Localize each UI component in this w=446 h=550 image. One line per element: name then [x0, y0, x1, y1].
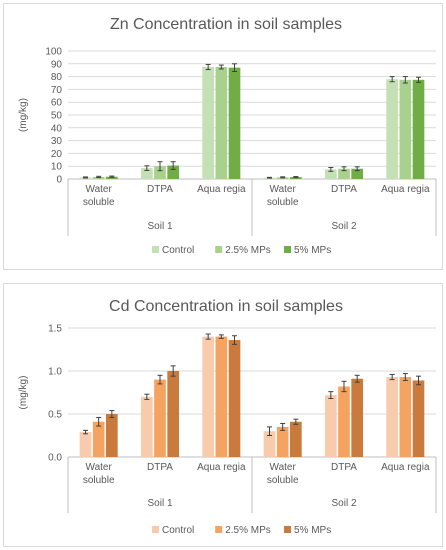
y-tick-label: 40	[51, 123, 63, 134]
legend-swatch	[152, 246, 159, 253]
y-tick-label: 1.0	[48, 367, 62, 378]
legend-label: 5% MPs	[294, 245, 331, 256]
bar	[412, 380, 425, 457]
bar	[412, 79, 425, 179]
legend-swatch	[215, 526, 223, 533]
x-category-label: soluble	[267, 197, 299, 208]
legend-swatch	[284, 526, 291, 533]
bar	[228, 67, 241, 179]
chart-title: Cd Concentration in soil samples	[109, 298, 343, 315]
x-category-label: Water	[86, 184, 113, 195]
y-tick-label: 0	[56, 175, 62, 186]
bar	[324, 395, 337, 457]
y-tick-label: 100	[45, 47, 62, 58]
y-tick-label: 90	[51, 59, 63, 70]
bar	[106, 176, 118, 179]
y-axis-title: (mg/kg)	[18, 376, 29, 410]
y-tick-label: 1.5	[48, 324, 62, 335]
bar	[79, 432, 92, 457]
y-tick-label: 50	[51, 111, 63, 122]
x-category-label: Aqua regia	[381, 184, 430, 195]
zn-chart-panel: Zn Concentration in soil samples 0 10 20 30 4…	[3, 3, 443, 270]
bar	[351, 378, 364, 457]
bar	[399, 377, 412, 457]
x-category-label: Aqua regia	[197, 184, 246, 195]
bar	[154, 379, 166, 457]
group-label: Soil 2	[331, 221, 356, 232]
legend-swatch	[215, 246, 223, 253]
x-category-label: DTPA	[147, 462, 173, 473]
bar	[92, 421, 105, 457]
legend-swatch	[284, 246, 291, 253]
bar	[386, 377, 398, 457]
x-category-label: DTPA	[331, 462, 357, 473]
x-category-label: soluble	[267, 475, 299, 486]
legend-label: 5% MPs	[294, 525, 331, 536]
x-category-label: Aqua regia	[197, 462, 246, 473]
x-category-label: Water	[270, 462, 297, 473]
group-label: Soil 1	[147, 498, 172, 509]
zn-chart: Zn Concentration in soil samples 0 10 20 30 4…	[18, 16, 437, 256]
bar	[290, 421, 302, 457]
x-category-label: Water	[86, 462, 113, 473]
legend-label: 2.5% MPs	[225, 525, 271, 536]
y-tick-label: 0.0	[48, 453, 62, 464]
bar	[167, 371, 180, 457]
bar	[106, 414, 118, 457]
x-category-label: Water	[270, 184, 297, 195]
x-category-label: Aqua regia	[381, 462, 430, 473]
y-axis-title: (mg/kg)	[18, 98, 29, 132]
y-tick-label: 60	[51, 98, 63, 109]
y-tick-label: 80	[51, 72, 63, 83]
bar	[215, 67, 228, 179]
x-category-label: DTPA	[147, 184, 173, 195]
x-category-label: soluble	[83, 197, 115, 208]
chart-title: Zn Concentration in soil samples	[110, 16, 342, 33]
bar	[351, 168, 364, 179]
bar	[228, 340, 241, 457]
bar	[167, 165, 180, 179]
bar	[324, 169, 337, 179]
bar	[154, 166, 166, 179]
bar	[215, 336, 228, 457]
bar	[386, 79, 398, 179]
cd-chart-panel: Cd Concentration in soil samples 0.0 0.5 1.…	[3, 283, 443, 547]
x-category-label: soluble	[83, 475, 115, 486]
bar	[338, 386, 350, 457]
y-tick-label: 20	[51, 149, 63, 160]
y-tick-label: 0.5	[48, 410, 62, 421]
bar	[399, 79, 412, 179]
y-tick-label: 70	[51, 85, 63, 96]
bar	[338, 168, 350, 179]
legend-label: Control	[162, 245, 194, 256]
bar	[202, 67, 214, 179]
cd-chart: Cd Concentration in soil samples 0.0 0.5 1.…	[18, 298, 437, 536]
y-tick-label: 30	[51, 136, 63, 147]
legend-swatch	[152, 526, 159, 533]
bar	[202, 336, 214, 457]
x-category-label: DTPA	[331, 184, 357, 195]
bar	[276, 426, 289, 457]
legend-label: 2.5% MPs	[225, 245, 271, 256]
legend-label: Control	[162, 525, 194, 536]
group-label: Soil 2	[331, 498, 356, 509]
group-label: Soil 1	[147, 221, 172, 232]
bar	[140, 168, 153, 179]
bar	[140, 396, 153, 457]
bar	[263, 431, 276, 457]
y-tick-label: 10	[51, 162, 63, 173]
